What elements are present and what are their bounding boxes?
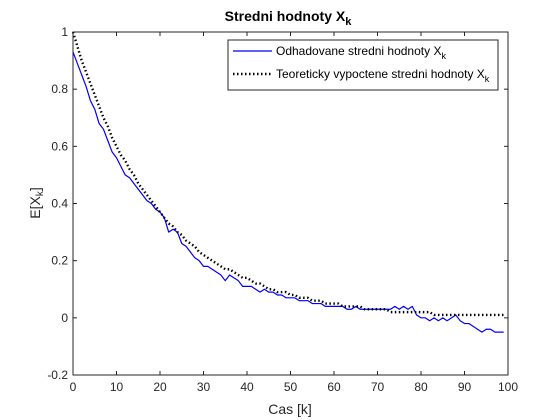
legend-label-estimated-text: Odhadovane stredni hodnoty X <box>276 44 441 58</box>
x-tick-label: 50 <box>284 380 298 394</box>
x-tick-label: 10 <box>110 380 124 394</box>
legend-box <box>227 39 499 91</box>
plot-frame <box>72 31 509 376</box>
x-tick-label: 40 <box>240 380 254 394</box>
y-axis-label-subscript: k <box>35 190 46 196</box>
x-tick-label: 20 <box>153 380 167 394</box>
legend-label-theoretical: Teoreticky vypoctene stredni hodnoty Xk <box>276 67 490 84</box>
series-layer <box>71 31 504 333</box>
legend: Odhadovane stredni hodnoty Xk Teoreticky… <box>227 39 499 91</box>
y-tick-label: -0.2 <box>47 368 68 382</box>
chart-title-text: Stredni hodnoty X <box>225 8 346 24</box>
legend-label-theoretical-subscript: k <box>485 74 490 84</box>
x-tick-label: 70 <box>371 380 385 394</box>
x-tick-label: 30 <box>197 380 211 394</box>
y-axis-label-text: E[X <box>27 196 43 219</box>
y-tick-label: 0 <box>61 311 68 325</box>
chart-title: Stredni hodnoty Xk <box>225 8 353 28</box>
chart-title-subscript: k <box>345 16 352 28</box>
x-axis-label: Cas [k] <box>268 401 312 417</box>
y-tick-label: 0.2 <box>51 254 68 268</box>
series-line-theoretical <box>71 31 504 317</box>
y-tick-label: 0.4 <box>51 197 68 211</box>
y-tick-label: 0.6 <box>51 139 68 153</box>
legend-label-theoretical-text: Teoreticky vypoctene stredni hodnoty X <box>276 67 485 81</box>
ticks-layer: 0 10 20 30 40 50 60 70 80 90 100-0.200.20.40.60.81 <box>47 25 518 394</box>
y-axis-label-suffix: ] <box>27 187 43 191</box>
x-tick-label: 90 <box>458 380 472 394</box>
y-tick-label: 0.8 <box>51 82 68 96</box>
series-line-estimated <box>72 51 504 333</box>
y-axis-label: E[Xk] <box>27 187 46 218</box>
legend-label-estimated-subscript: k <box>441 51 446 61</box>
y-tick-label: 1 <box>61 25 68 39</box>
x-tick-label: 100 <box>498 380 518 394</box>
x-tick-label: 0 <box>70 380 77 394</box>
x-tick-label: 80 <box>414 380 428 394</box>
x-tick-label: 60 <box>327 380 341 394</box>
legend-label-estimated: Odhadovane stredni hodnoty Xk <box>276 44 446 61</box>
